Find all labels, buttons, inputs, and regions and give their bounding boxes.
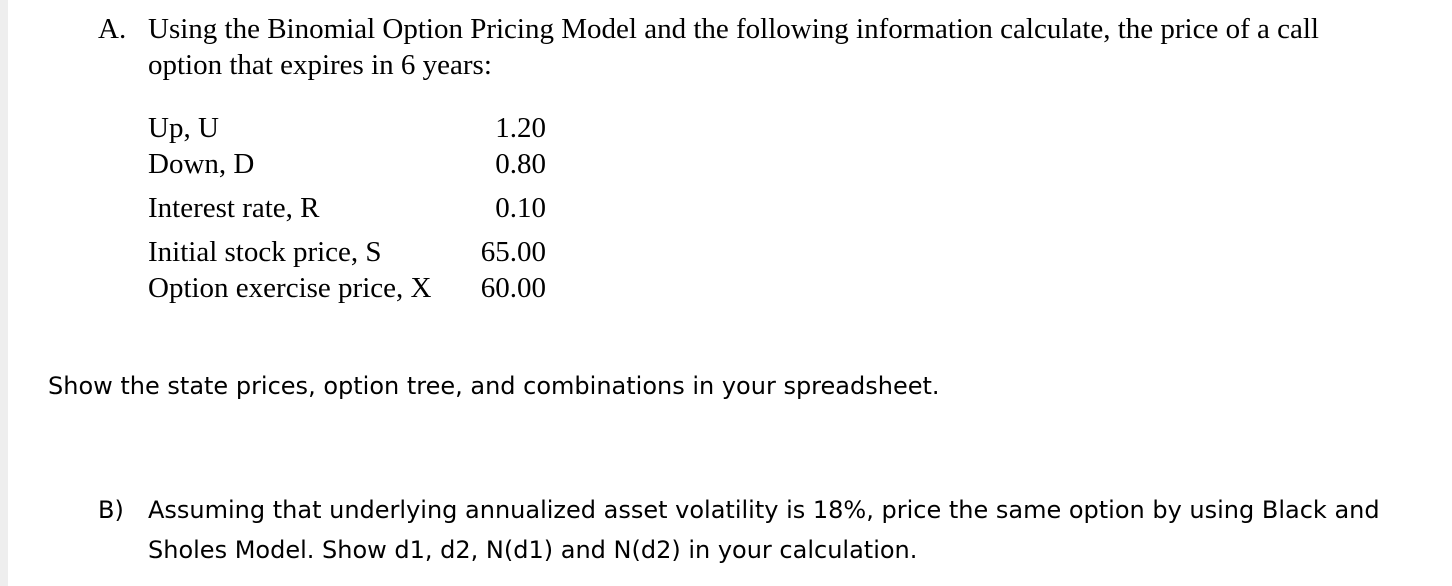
page-edge [0,0,8,586]
instruction-text: Show the state prices, option tree, and … [48,372,940,400]
parameter-label: Initial stock price, S [148,236,382,268]
parameter-row-up: Up, U 1.20 [148,110,568,146]
parameter-table: Up, U 1.20 Down, D 0.80 Interest rate, R… [148,110,568,306]
parameter-label: Interest rate, R [148,192,320,224]
parameter-label: Up, U [148,112,219,144]
parameter-value: 0.10 [495,192,546,224]
parameter-row-interest-rate: Interest rate, R 0.10 [148,190,568,226]
question-b-text: Assuming that underlying annualized asse… [148,496,1380,564]
parameter-row-down: Down, D 0.80 [148,146,568,182]
question-a-text: Using the Binomial Option Pricing Model … [148,13,1319,81]
parameter-value: 0.80 [495,148,546,180]
parameter-value: 60.00 [480,272,546,304]
parameter-label: Down, D [148,148,255,180]
parameter-value: 1.20 [495,112,546,144]
parameter-label: Option exercise price, X [148,272,432,304]
question-a-label: A. [98,13,127,45]
question-b-label: B) [98,496,124,524]
parameter-row-stock-price: Initial stock price, S 65.00 [148,234,568,270]
parameter-value: 65.00 [480,236,546,268]
parameter-row-exercise-price: Option exercise price, X 60.00 [148,270,568,306]
